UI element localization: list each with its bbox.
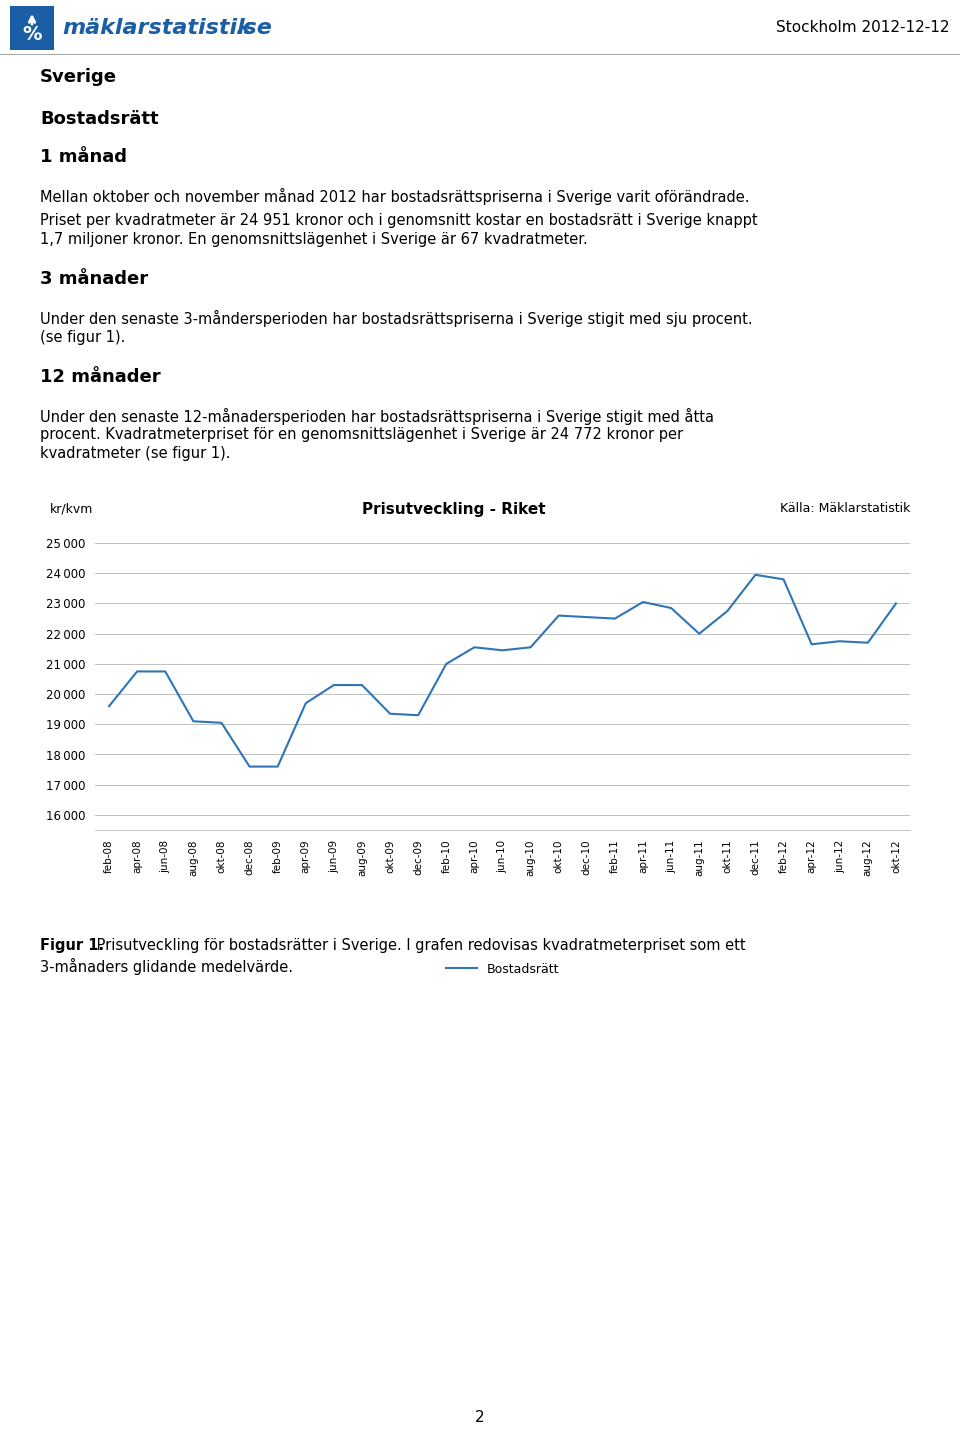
Text: mäklarstatistik: mäklarstatistik <box>62 17 252 38</box>
Text: Under den senaste 12-månadersperioden har bostadsrättspriserna i Sverige stigit : Under den senaste 12-månadersperioden ha… <box>40 408 714 426</box>
Text: 1,7 miljoner kronor. En genomsnittslägenhet i Sverige är 67 kvadratmeter.: 1,7 miljoner kronor. En genomsnittslägen… <box>40 232 588 247</box>
Text: 3-månaders glidande medelvärde.: 3-månaders glidande medelvärde. <box>40 958 293 975</box>
Text: Under den senaste 3-måndersperioden har bostadsrättspriserna i Sverige stigit me: Under den senaste 3-måndersperioden har … <box>40 310 753 328</box>
Text: Källa: Mäklarstatistik: Källa: Mäklarstatistik <box>780 502 910 515</box>
Text: Prisutveckling för bostadsrätter i Sverige. I grafen redovisas kvadratmeterprise: Prisutveckling för bostadsrätter i Sveri… <box>92 938 746 952</box>
FancyBboxPatch shape <box>10 6 54 51</box>
Text: (se figur 1).: (se figur 1). <box>40 330 126 345</box>
Text: 3 månader: 3 månader <box>40 270 148 289</box>
Text: kr/kvm: kr/kvm <box>50 502 93 515</box>
Text: kvadratmeter (se figur 1).: kvadratmeter (se figur 1). <box>40 446 230 460</box>
Legend: Bostadsrätt: Bostadsrätt <box>441 958 564 981</box>
Text: Prisutveckling - Riket: Prisutveckling - Riket <box>362 502 545 517</box>
Text: 2: 2 <box>475 1410 485 1426</box>
Text: 12 månader: 12 månader <box>40 368 160 385</box>
Text: 1 månad: 1 månad <box>40 149 127 166</box>
Text: %: % <box>22 26 41 45</box>
Text: procent. Kvadratmeterpriset för en genomsnittslägenhet i Sverige är 24 772 krono: procent. Kvadratmeterpriset för en genom… <box>40 427 684 442</box>
Text: Stockholm 2012-12-12: Stockholm 2012-12-12 <box>777 20 950 36</box>
Text: Mellan oktober och november månad 2012 har bostadsrättspriserna i Sverige varit : Mellan oktober och november månad 2012 h… <box>40 188 750 205</box>
Text: Figur 1.: Figur 1. <box>40 938 104 952</box>
Text: Priset per kvadratmeter är 24 951 kronor och i genomsnitt kostar en bostadsrätt : Priset per kvadratmeter är 24 951 kronor… <box>40 214 757 228</box>
Text: .se: .se <box>236 17 273 38</box>
Text: Sverige: Sverige <box>40 68 117 87</box>
Text: Bostadsrätt: Bostadsrätt <box>40 110 158 128</box>
